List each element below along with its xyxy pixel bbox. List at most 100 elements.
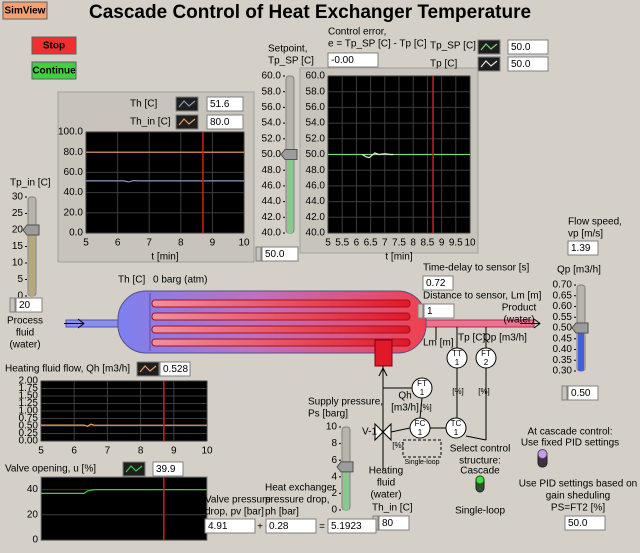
- slider-fill: [287, 154, 293, 233]
- numeric-box-frame[interactable]: [261, 246, 299, 262]
- x-tick-label: 10: [464, 238, 476, 249]
- spinner[interactable]: [9, 297, 16, 313]
- structure-switch-knob[interactable]: [475, 475, 485, 485]
- label: e = Tp_SP [C] - Tp [C]: [328, 39, 427, 50]
- numeric-box[interactable]: 0.50: [571, 388, 591, 399]
- outlet-arrow: [520, 318, 541, 329]
- x-tick-label: 9: [210, 238, 216, 249]
- x-tick-label: 10: [201, 446, 213, 457]
- stream-label: (water): [9, 340, 40, 351]
- label: Heating fluid flow, Qh [m3/h]: [5, 364, 130, 375]
- slider-thumb[interactable]: [571, 322, 589, 334]
- spinner[interactable]: [561, 385, 568, 401]
- label: Use fixed PID settings: [521, 438, 619, 449]
- indicator: -0.00: [331, 55, 354, 66]
- continue-button[interactable]: Continue: [32, 66, 76, 77]
- legend-icon-line: [178, 118, 196, 126]
- slider-tick-label: 0.70: [553, 280, 573, 291]
- stream-label: fluid: [16, 328, 34, 339]
- label: vp [m/s]: [568, 229, 603, 240]
- x-tick-label: 10: [238, 238, 250, 249]
- slider-thumb[interactable]: [22, 224, 40, 236]
- x-tick-label: 6: [115, 238, 121, 249]
- label: Tp_SP [C]: [268, 56, 314, 67]
- label: Valve pressure: [205, 495, 271, 506]
- legend-icon-line: [480, 60, 498, 68]
- indicator: 50.0: [511, 59, 531, 70]
- spinner[interactable]: [255, 246, 262, 262]
- stream-label: (water): [503, 315, 534, 326]
- label: Use PID settings based on: [519, 479, 637, 490]
- pid-switch-knob[interactable]: [537, 449, 548, 459]
- continue-button-frame[interactable]: [31, 61, 77, 80]
- label: Cascade: [460, 466, 500, 477]
- label: Control error,: [328, 27, 386, 38]
- label: Single-loop: [455, 506, 505, 517]
- numeric-box-frame[interactable]: [423, 303, 455, 319]
- label: Tp [C]: [458, 333, 485, 344]
- legend-icon-line: [178, 100, 196, 108]
- instrument-tag: 2: [484, 358, 489, 367]
- control-valve: [374, 422, 392, 442]
- numeric-box-frame[interactable]: [15, 297, 43, 313]
- indicator-frame: [507, 56, 549, 72]
- indicator-frame: [507, 39, 549, 55]
- y-tick-label: 50.0: [306, 149, 326, 160]
- tube: [151, 338, 411, 347]
- indicator-frame: [422, 275, 454, 291]
- numeric-box-frame[interactable]: [564, 515, 606, 531]
- spinner[interactable]: [417, 303, 424, 319]
- stop-button[interactable]: Stop: [43, 41, 65, 52]
- connector: [419, 397, 423, 419]
- y-tick-label: 0.25: [19, 428, 39, 439]
- slider-tick-label: 44.0: [262, 196, 282, 207]
- indicator: 80.0: [210, 117, 230, 128]
- instrument-tag: FC: [415, 419, 426, 428]
- label: Distance to sensor, Lm [m]: [423, 291, 542, 302]
- slider-tick-label: 25: [12, 208, 24, 219]
- numeric-box-frame[interactable]: [378, 515, 410, 531]
- unit-label: [%]: [478, 387, 490, 396]
- label: Ps [barg]: [308, 409, 348, 420]
- x-tick-label: 8.5: [420, 238, 434, 249]
- plot-area: [40, 476, 208, 541]
- slider-tick-label: 8: [331, 438, 337, 449]
- y-tick-label: 0.00: [19, 436, 39, 447]
- numeric-box[interactable]: 50.0: [265, 249, 285, 260]
- label: [m3/h]: [391, 403, 419, 414]
- simview-button[interactable]: SimView: [5, 6, 46, 17]
- slider-tick-label: 10: [12, 258, 24, 269]
- stream-label: Heating: [369, 466, 403, 477]
- instrument: [445, 417, 467, 439]
- y-tick-label: 2.00: [19, 376, 39, 387]
- numeric-box[interactable]: 20: [19, 300, 31, 311]
- slider-tick-label: 0.35: [553, 355, 573, 366]
- tube: [151, 325, 411, 334]
- slider-tick-label: 4: [331, 471, 337, 482]
- slider-thumb[interactable]: [336, 461, 354, 473]
- slider-thumb[interactable]: [280, 149, 298, 160]
- label: Qp [m3/h]: [557, 265, 601, 276]
- numeric-box[interactable]: 50.0: [568, 518, 588, 529]
- indicator-frame: [206, 96, 244, 112]
- tube: [151, 312, 411, 321]
- x-tick-label: 5: [325, 238, 331, 249]
- slider-tick-label: 52.0: [262, 133, 282, 144]
- numeric-box-frame[interactable]: [567, 385, 599, 401]
- y-tick-label: 60.0: [306, 71, 326, 82]
- unit-label: [%]: [452, 387, 464, 396]
- x-tick-label: 7: [105, 446, 111, 457]
- y-tick-label: 1.50: [19, 391, 39, 402]
- slider-tick-label: 0: [331, 505, 337, 516]
- instrument-tag: 1: [420, 388, 425, 397]
- slider-tick-label: 5: [17, 274, 23, 285]
- numeric-box[interactable]: 1: [427, 306, 433, 317]
- y-tick-label: 46.0: [306, 181, 326, 192]
- slider-tick-label: 40.0: [262, 228, 282, 239]
- simview-button-frame[interactable]: [2, 1, 48, 20]
- stop-button-frame[interactable]: [31, 36, 77, 55]
- numeric-box[interactable]: 80: [382, 518, 394, 529]
- y-tick-label: 20.0: [64, 207, 84, 218]
- instrument-tag: FT: [417, 379, 427, 388]
- connector: [465, 435, 487, 441]
